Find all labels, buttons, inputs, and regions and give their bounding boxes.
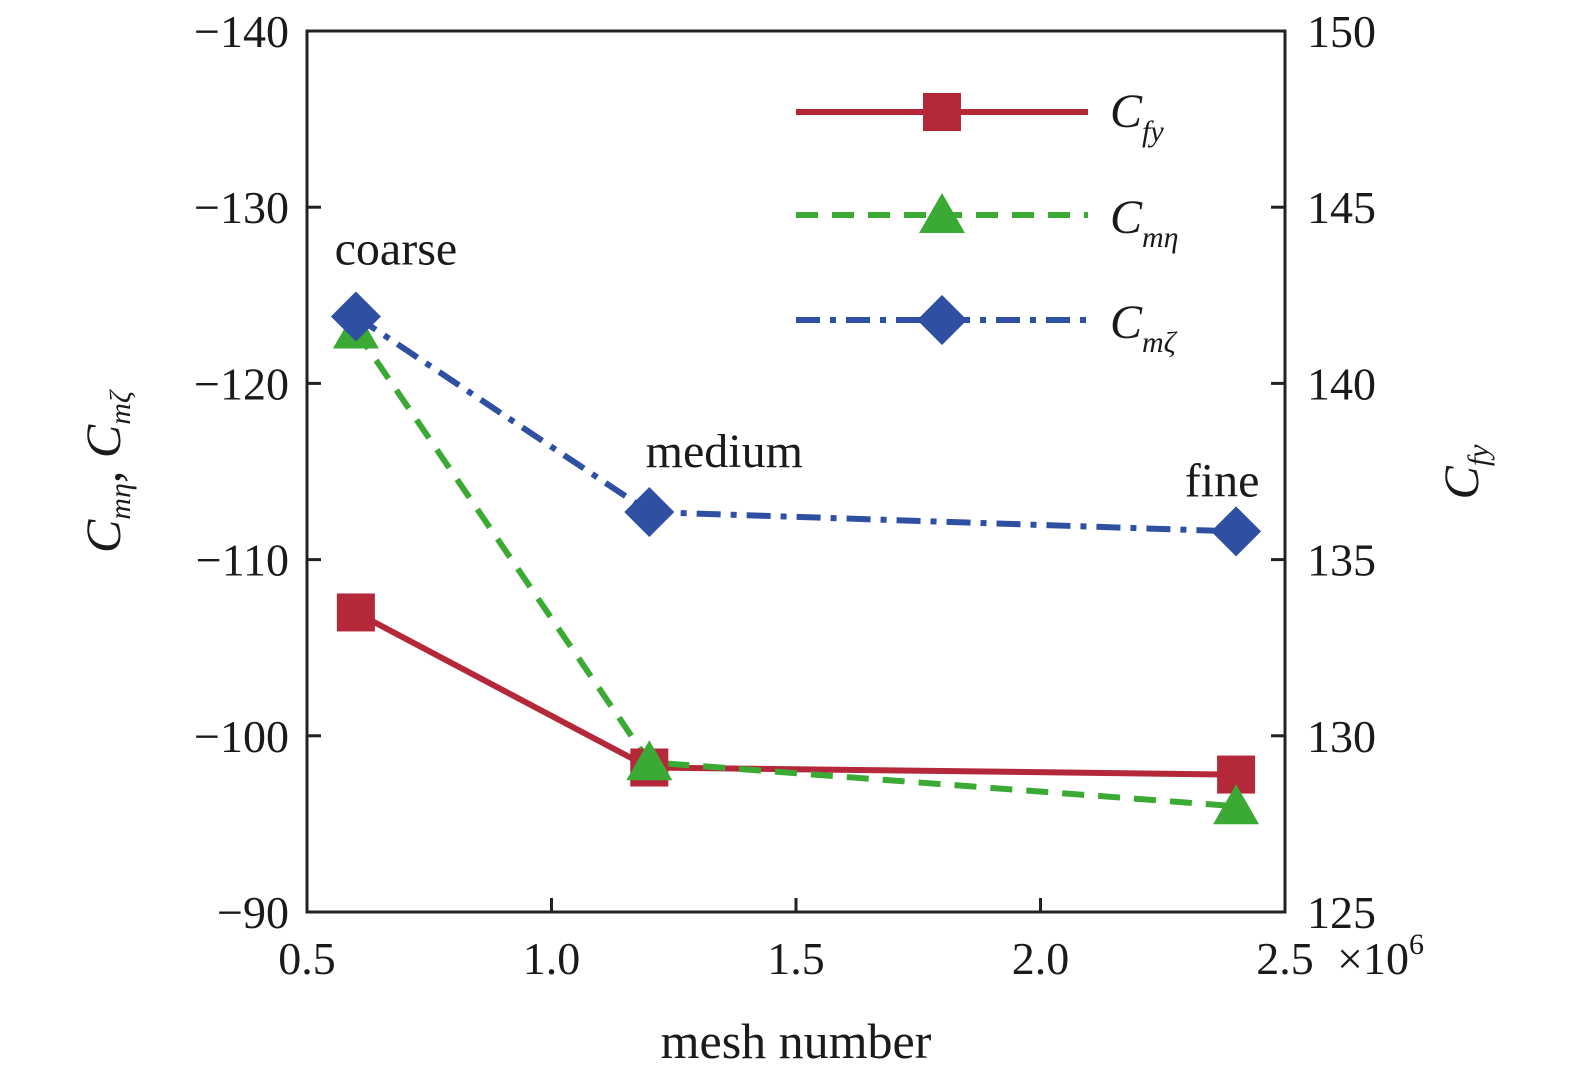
y-right-tick-label-0: 125 [1307, 887, 1376, 938]
y-axis-right-title: Cfy [1433, 444, 1495, 500]
x-tick-label-0: 0.5 [278, 933, 336, 984]
annotation-fine: fine [1185, 454, 1260, 507]
legend-label-cmeta: Cmη [1110, 191, 1179, 254]
marker-cmzeta-0 [330, 291, 381, 342]
legend-label-cfy: Cfy [1110, 85, 1164, 148]
series-line-cmzeta [354, 313, 1237, 535]
legend-marker-cmeta [919, 193, 965, 233]
annotation-coarse: coarse [335, 222, 458, 275]
x-tick-label-2: 1.5 [767, 933, 825, 984]
marker-cmzeta-1 [624, 487, 675, 538]
y-left-tick-label-2: −110 [196, 535, 289, 586]
x-axis-title: mesh number [661, 1013, 932, 1069]
legend [796, 93, 1088, 345]
y-left-tick-label-4: −130 [194, 182, 289, 233]
x-tick-label-3: 2.0 [1012, 933, 1070, 984]
ticks: 0.5 1.0 1.5 2.0 2.5 −90 −100 −110 −120 −130 −140 12… [194, 6, 1376, 984]
series-markers [330, 291, 1262, 825]
legend-marker-cfy [923, 93, 961, 131]
y-right-tick-label-3: 140 [1307, 358, 1376, 409]
annotation-medium: medium [646, 425, 803, 478]
x-tick-label-1: 1.0 [523, 933, 581, 984]
y-right-tick-label-4: 145 [1307, 182, 1376, 233]
y-left-tick-label-0: −90 [217, 887, 289, 938]
y-left-tick-label-1: −100 [194, 711, 289, 762]
x-tick-label-4: 2.5 [1256, 933, 1314, 984]
x-axis-multiplier: ×106 [1337, 928, 1424, 984]
legend-marker-cmzeta [917, 295, 967, 345]
marker-cfy-0 [336, 593, 375, 632]
legend-label-cmzeta: Cmζ [1110, 296, 1178, 359]
marker-cmeta-1 [626, 740, 673, 781]
y-right-tick-label-1: 130 [1307, 711, 1376, 762]
series-line-cfy [354, 609, 1237, 778]
y-left-tick-label-5: −140 [194, 6, 289, 57]
marker-cmeta-2 [1213, 784, 1260, 825]
marker-cmzeta-2 [1211, 506, 1262, 557]
y-left-tick-label-3: −120 [194, 358, 289, 409]
series-lines [353, 313, 1237, 810]
y-right-tick-label-2: 135 [1307, 535, 1376, 586]
y-right-tick-label-5: 150 [1307, 6, 1376, 57]
y-axis-left-title: Cmη, Cmζ [75, 389, 137, 553]
